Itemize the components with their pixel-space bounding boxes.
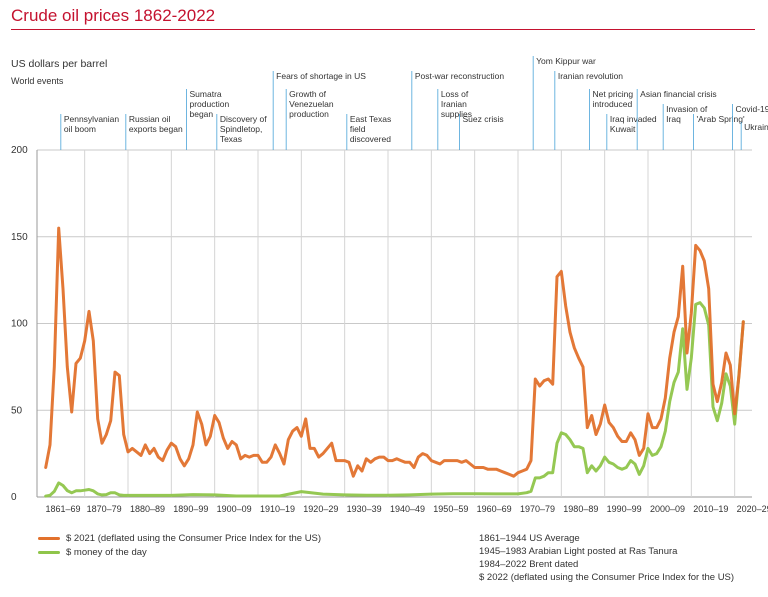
x-tick-label: 1940–49 [390,504,425,514]
x-tick-label: 1890–99 [173,504,208,514]
note-line: 1945–1983 Arabian Light posted at Ras Ta… [479,546,678,557]
page-title: Crude oil prices 1862-2022 [11,6,216,25]
event-label-line: Iraq invaded [610,114,657,124]
event-label-line: Growth of [289,89,326,99]
event-label-line: Loss of [441,89,469,99]
event-label-line: exports began [129,124,183,134]
x-tick-label: 1990–99 [607,504,642,514]
y-tick-label: 150 [11,232,28,243]
series-line-nominal [44,301,745,498]
x-tick-label: 1950–59 [433,504,468,514]
event-label-line: supplies [441,109,472,119]
event-label-line: Iraq [666,114,681,124]
event-label: Loss of Iranian supplies [441,89,472,119]
event-label: Post-war reconstruction [415,71,505,81]
note-line: 1984–2022 Brent dated [479,559,579,570]
event-label: Ukraine War [744,122,768,132]
event-label-line: Iranian revolution [558,71,623,81]
event-label: Pennsylvanian oil boom [64,114,120,134]
series-line-real [44,226,745,478]
legend-swatch-real [38,537,60,540]
y-tick-label: 0 [11,492,17,503]
event-label-line: began [190,109,214,119]
event-label: Sumatra production began [190,89,230,119]
y-axis-label: US dollars per barrel [11,58,108,70]
event-label-line: production [190,99,230,109]
event-label-line: Discovery of [220,114,267,124]
note-line: $ 2022 (deflated using the Consumer Pric… [479,572,735,583]
event-label: Fears of shortage in US [276,71,366,81]
event-label-line: Ukraine War [744,122,768,132]
event-label: Suez crisis [463,114,504,124]
event-label-line: 'Arab Spring' [697,114,746,124]
x-tick-label: 2000–09 [650,504,685,514]
event-label-line: Iranian [441,99,467,109]
legend-item-nominal: $ money of the day [38,547,147,558]
event-label: Iranian revolution [558,71,623,81]
event-label: Discovery of Spindletop, Texas [220,114,267,144]
event-label: Growth of Venezuelan production [289,89,334,119]
axis-layer: 0 50 100 150 200 1861–69 1870–79 1880–89 1890–99… [11,145,768,514]
title-rule [11,29,755,30]
legend-item-real: $ 2021 (deflated using the Consumer Pric… [38,533,321,544]
event-label-line: Kuwait [610,124,636,134]
event-label: Invasion of Iraq [666,104,708,124]
event-label-line: oil boom [64,124,96,134]
event-label-line: Covid-19 [736,104,768,114]
x-tick-label: 1960–69 [477,504,512,514]
event-label-line: Sumatra [190,89,222,99]
event-label: Covid-19 [736,104,768,114]
x-tick-label: 1880–89 [130,504,165,514]
event-label: East Texas field discovered [350,114,391,144]
x-tick-label: 1900–09 [217,504,252,514]
y-tick-label: 100 [11,319,28,330]
x-tick-label: 1970–79 [520,504,555,514]
series-layer [44,226,745,498]
events-layer: Pennsylvanian oil boom Russian oil exports … [60,56,768,150]
x-tick-label: 1930–39 [347,504,382,514]
event-label: Asian financial crisis [640,89,717,99]
event-label-line: Suez crisis [463,114,504,124]
x-tick-label: 1910–19 [260,504,295,514]
event-label-line: discovered [350,134,391,144]
event-label-line: Yom Kippur war [536,56,596,66]
event-label-line: field [350,124,366,134]
x-tick-label: 2010–19 [693,504,728,514]
event-label-line: Spindletop, [220,124,263,134]
event-label-line: Invasion of [666,104,708,114]
y-tick-label: 50 [11,405,23,416]
x-tick-label: 1861–69 [45,504,80,514]
x-tick-label: 2020–29 [737,504,768,514]
legend-swatch-nominal [38,551,60,554]
event-label-line: Texas [220,134,242,144]
event-label: Yom Kippur war [536,56,596,66]
events-label: World events [11,76,64,86]
x-tick-label: 1920–29 [303,504,338,514]
y-tick-label: 200 [11,145,28,156]
legend-label-real: $ 2021 (deflated using the Consumer Pric… [66,533,322,544]
event-label-line: Pennsylvanian [64,114,120,124]
event-label-line: production [289,109,329,119]
x-tick-label: 1980–89 [563,504,598,514]
event-label-line: Post-war reconstruction [415,71,505,81]
legend-label-nominal: $ money of the day [66,547,147,558]
event-label-line: Venezuelan [289,99,334,109]
note-line: 1861–1944 US Average [479,533,580,544]
event-label: Russian oil exports began [129,114,183,134]
event-label: Net pricing introduced [593,89,634,109]
source-notes: 1861–1944 US Average 1945–1983 Arabian L… [479,532,734,584]
event-label-line: introduced [593,99,633,109]
x-tick-label: 1870–79 [87,504,122,514]
event-label-line: Asian financial crisis [640,89,717,99]
event-label-line: Net pricing [593,89,634,99]
event-label-line: Russian oil [129,114,171,124]
event-label: 'Arab Spring' [697,114,746,124]
event-label-line: Fears of shortage in US [276,71,366,81]
event-label: Iraq invaded Kuwait [610,114,657,134]
event-label-line: East Texas [350,114,391,124]
